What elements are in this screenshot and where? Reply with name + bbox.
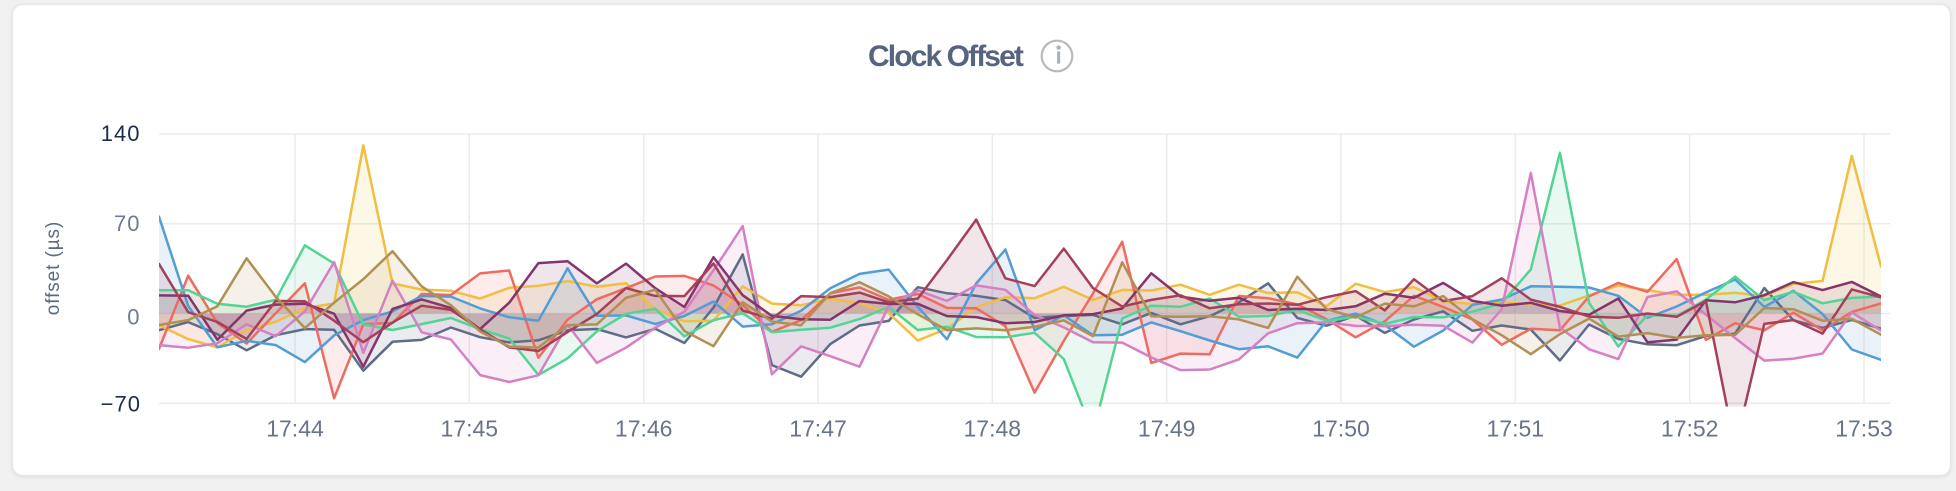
svg-text:0: 0 xyxy=(127,305,140,330)
svg-text:17:45: 17:45 xyxy=(441,416,499,442)
svg-text:17:50: 17:50 xyxy=(1312,416,1370,442)
svg-text:offset (µs): offset (µs) xyxy=(43,221,64,315)
svg-text:17:48: 17:48 xyxy=(964,416,1022,442)
svg-text:140: 140 xyxy=(101,121,141,146)
svg-text:17:44: 17:44 xyxy=(266,416,324,442)
svg-text:17:53: 17:53 xyxy=(1835,416,1893,442)
svg-text:17:46: 17:46 xyxy=(615,416,673,442)
svg-text:Clock Offset: Clock Offset xyxy=(868,40,1024,73)
svg-text:17:47: 17:47 xyxy=(789,416,847,442)
svg-text:17:51: 17:51 xyxy=(1487,416,1545,442)
svg-text:70: 70 xyxy=(114,211,140,236)
svg-text:−70: −70 xyxy=(101,392,141,417)
svg-text:17:49: 17:49 xyxy=(1138,416,1196,442)
svg-text:17:52: 17:52 xyxy=(1661,416,1719,442)
